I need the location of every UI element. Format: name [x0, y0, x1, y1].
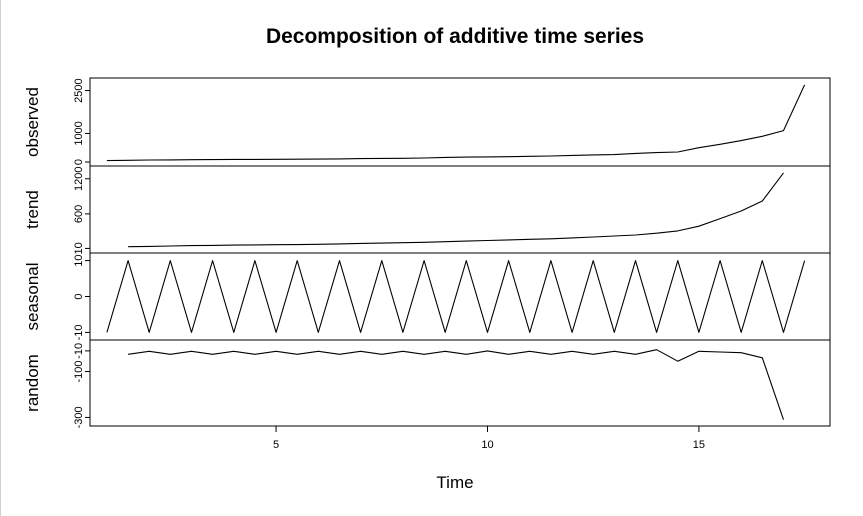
window-edge — [0, 0, 1, 516]
y-axis-label-seasonal: seasonal — [23, 262, 42, 330]
y-tick-label-seasonal-0: -10 — [73, 324, 85, 340]
y-tick-label-random-2: -10 — [73, 343, 85, 359]
y-tick-label-random-1: -100 — [73, 361, 85, 383]
x-axis: 5 10 15 — [273, 426, 705, 451]
y-tick-label-observed-2: 2500 — [73, 78, 85, 102]
y-axis-label-random: random — [23, 354, 42, 412]
y-axis-label-trend: trend — [23, 190, 42, 229]
panel-seasonal: -10 0 10 seasonal — [23, 252, 831, 341]
x-tick-label-1: 10 — [481, 439, 493, 451]
y-tick-label-observed-1: 1000 — [73, 121, 85, 145]
y-tick-label-trend-1: 600 — [73, 205, 85, 223]
y-tick-label-seasonal-1: 0 — [73, 293, 85, 299]
panel-frame-random — [89, 339, 831, 427]
y-tick-label-observed-0: 0 — [73, 159, 85, 165]
panel-random: -300 -100 -10 random — [23, 339, 831, 428]
y-tick-label-trend-0: 10 — [73, 242, 85, 254]
x-tick-label-2: 15 — [693, 439, 705, 451]
panel-observed: 0 1000 2500 observed — [23, 77, 831, 167]
y-axis-label-observed: observed — [23, 87, 42, 157]
panel-frame-trend — [89, 165, 831, 254]
series-line-random — [128, 349, 785, 420]
panel-frame-observed — [89, 77, 831, 167]
series-line-trend — [128, 172, 784, 248]
y-tick-label-trend-2: 1200 — [73, 167, 85, 191]
x-axis-label: Time — [436, 473, 473, 492]
panels-group: 010002500observed106001200trend-10010sea… — [23, 77, 831, 428]
x-tick-label-0: 5 — [273, 439, 279, 451]
y-tick-label-seasonal-2: 10 — [73, 254, 85, 266]
panel-trend: 10 600 1200 trend — [23, 165, 831, 255]
series-line-observed — [106, 84, 806, 162]
series-line-seasonal — [106, 260, 806, 333]
chart-title: Decomposition of additive time series — [266, 25, 644, 48]
y-tick-label-random-0: -300 — [73, 406, 85, 428]
